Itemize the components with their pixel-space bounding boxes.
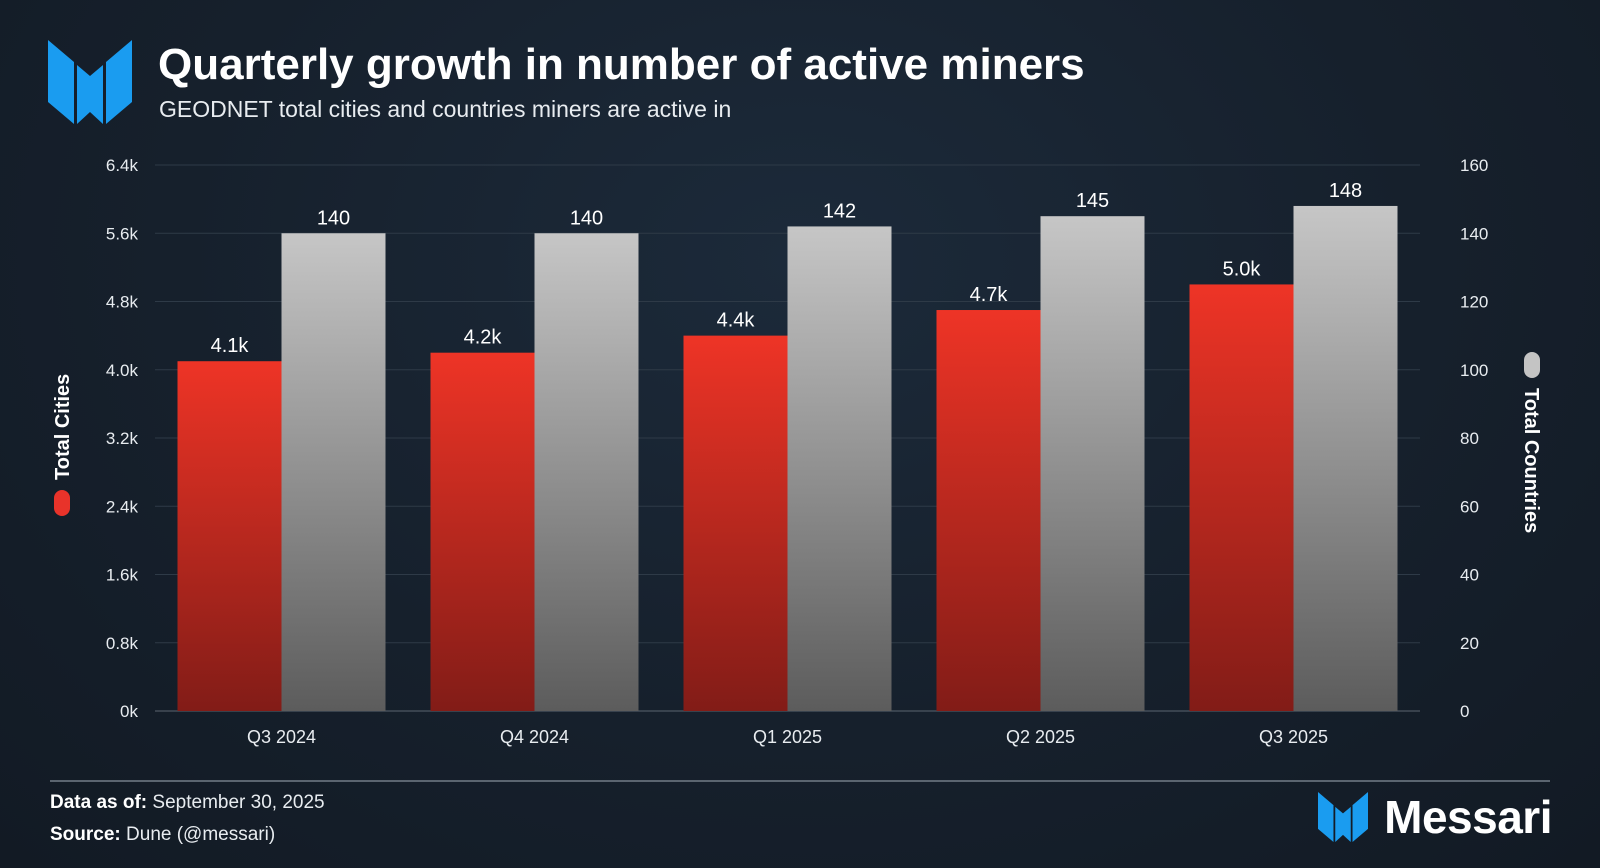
y-left-tick-label: 6.4k [106,156,139,175]
cities-bar [177,361,282,711]
footer-source: Source: Dune (@messari) [50,824,275,846]
countries-data-label: 140 [570,207,603,229]
y-left-tick-label: 1.6k [106,566,139,585]
chart-title: Quarterly growth in number of active min… [158,40,1085,89]
cities-data-label: 4.1k [211,335,250,357]
messari-logo-icon [48,40,132,124]
footer-date: Data as of: September 30, 2025 [50,792,325,814]
countries-bar [1293,205,1398,711]
brand-lockup: Messari [1316,790,1552,844]
y-right-tick-label: 40 [1460,566,1479,585]
axes: 0k 0.8k 1.6k 2.4k 3.2k 4.0k 4.8k 5.6k 6.4k 0 20 40 6… [52,156,1542,747]
bar-chart: 4.1k 140 4.2k 140 4.4k 142 4.7k 145 5.0k 148 0k 0.… [52,156,1542,747]
y-right-tick-label: 160 [1460,156,1488,175]
cities-data-label: 5.0k [1223,258,1262,280]
y-right-tick-label: 80 [1460,429,1479,448]
y-left-tick-label: 5.6k [106,224,139,243]
y-right-tick-label: 120 [1460,293,1488,312]
y-left-tick-label: 0.8k [106,634,139,653]
chart-subtitle: GEODNET total cities and countries miner… [159,96,732,122]
countries-data-label: 140 [317,207,350,229]
data-labels: 4.1k 140 4.2k 140 4.4k 142 4.7k 145 5.0k 148 [211,180,1363,357]
countries-bar [1040,216,1145,711]
y-left-tick-label: 4.0k [106,361,139,380]
y-right-tick-label: 60 [1460,497,1479,516]
pill-marker-icon [54,490,70,516]
footer-date-value: September 30, 2025 [152,792,325,813]
countries-data-label: 148 [1329,180,1362,202]
footer-source-label: Source: [50,824,121,845]
cities-data-label: 4.2k [464,327,503,349]
cities-bar [430,352,535,711]
countries-data-label: 142 [823,200,856,222]
y-left-axis-legend: Total Cities [52,374,74,516]
cities-data-label: 4.4k [717,310,756,332]
x-tick-label: Q1 2025 [753,727,822,747]
brand-name: Messari [1384,791,1552,843]
x-tick-label: Q2 2025 [1006,727,1075,747]
x-tick-label: Q4 2024 [500,727,569,747]
cities-bar [936,310,1041,711]
countries-bar [787,226,892,712]
y-left-tick-label: 2.4k [106,497,139,516]
y-right-tick-label: 100 [1460,361,1488,380]
pill-marker-icon [1524,352,1540,378]
y-left-axis-label: Total Cities [52,374,74,480]
countries-data-label: 145 [1076,190,1109,212]
y-left-tick-label: 0k [120,702,138,721]
messari-logo-icon [1318,792,1369,842]
y-right-tick-label: 0 [1460,702,1469,721]
bars [177,205,1398,712]
y-right-tick-label: 20 [1460,634,1479,653]
cities-bar [683,335,788,711]
countries-bar [281,233,386,711]
countries-bar [534,233,639,711]
footer-source-value: Dune (@messari) [126,824,276,845]
y-left-tick-label: 3.2k [106,429,139,448]
y-right-axis-label: Total Countries [1520,388,1542,533]
y-right-tick-label: 140 [1460,224,1488,243]
cities-data-label: 4.7k [970,284,1009,306]
footer-date-label: Data as of: [50,792,148,813]
x-tick-label: Q3 2025 [1259,727,1328,747]
x-tick-label: Q3 2024 [247,727,316,747]
cities-bar [1189,284,1294,711]
y-right-axis-legend: Total Countries [1520,352,1542,533]
footer-divider [50,780,1550,782]
y-left-tick-label: 4.8k [106,293,139,312]
